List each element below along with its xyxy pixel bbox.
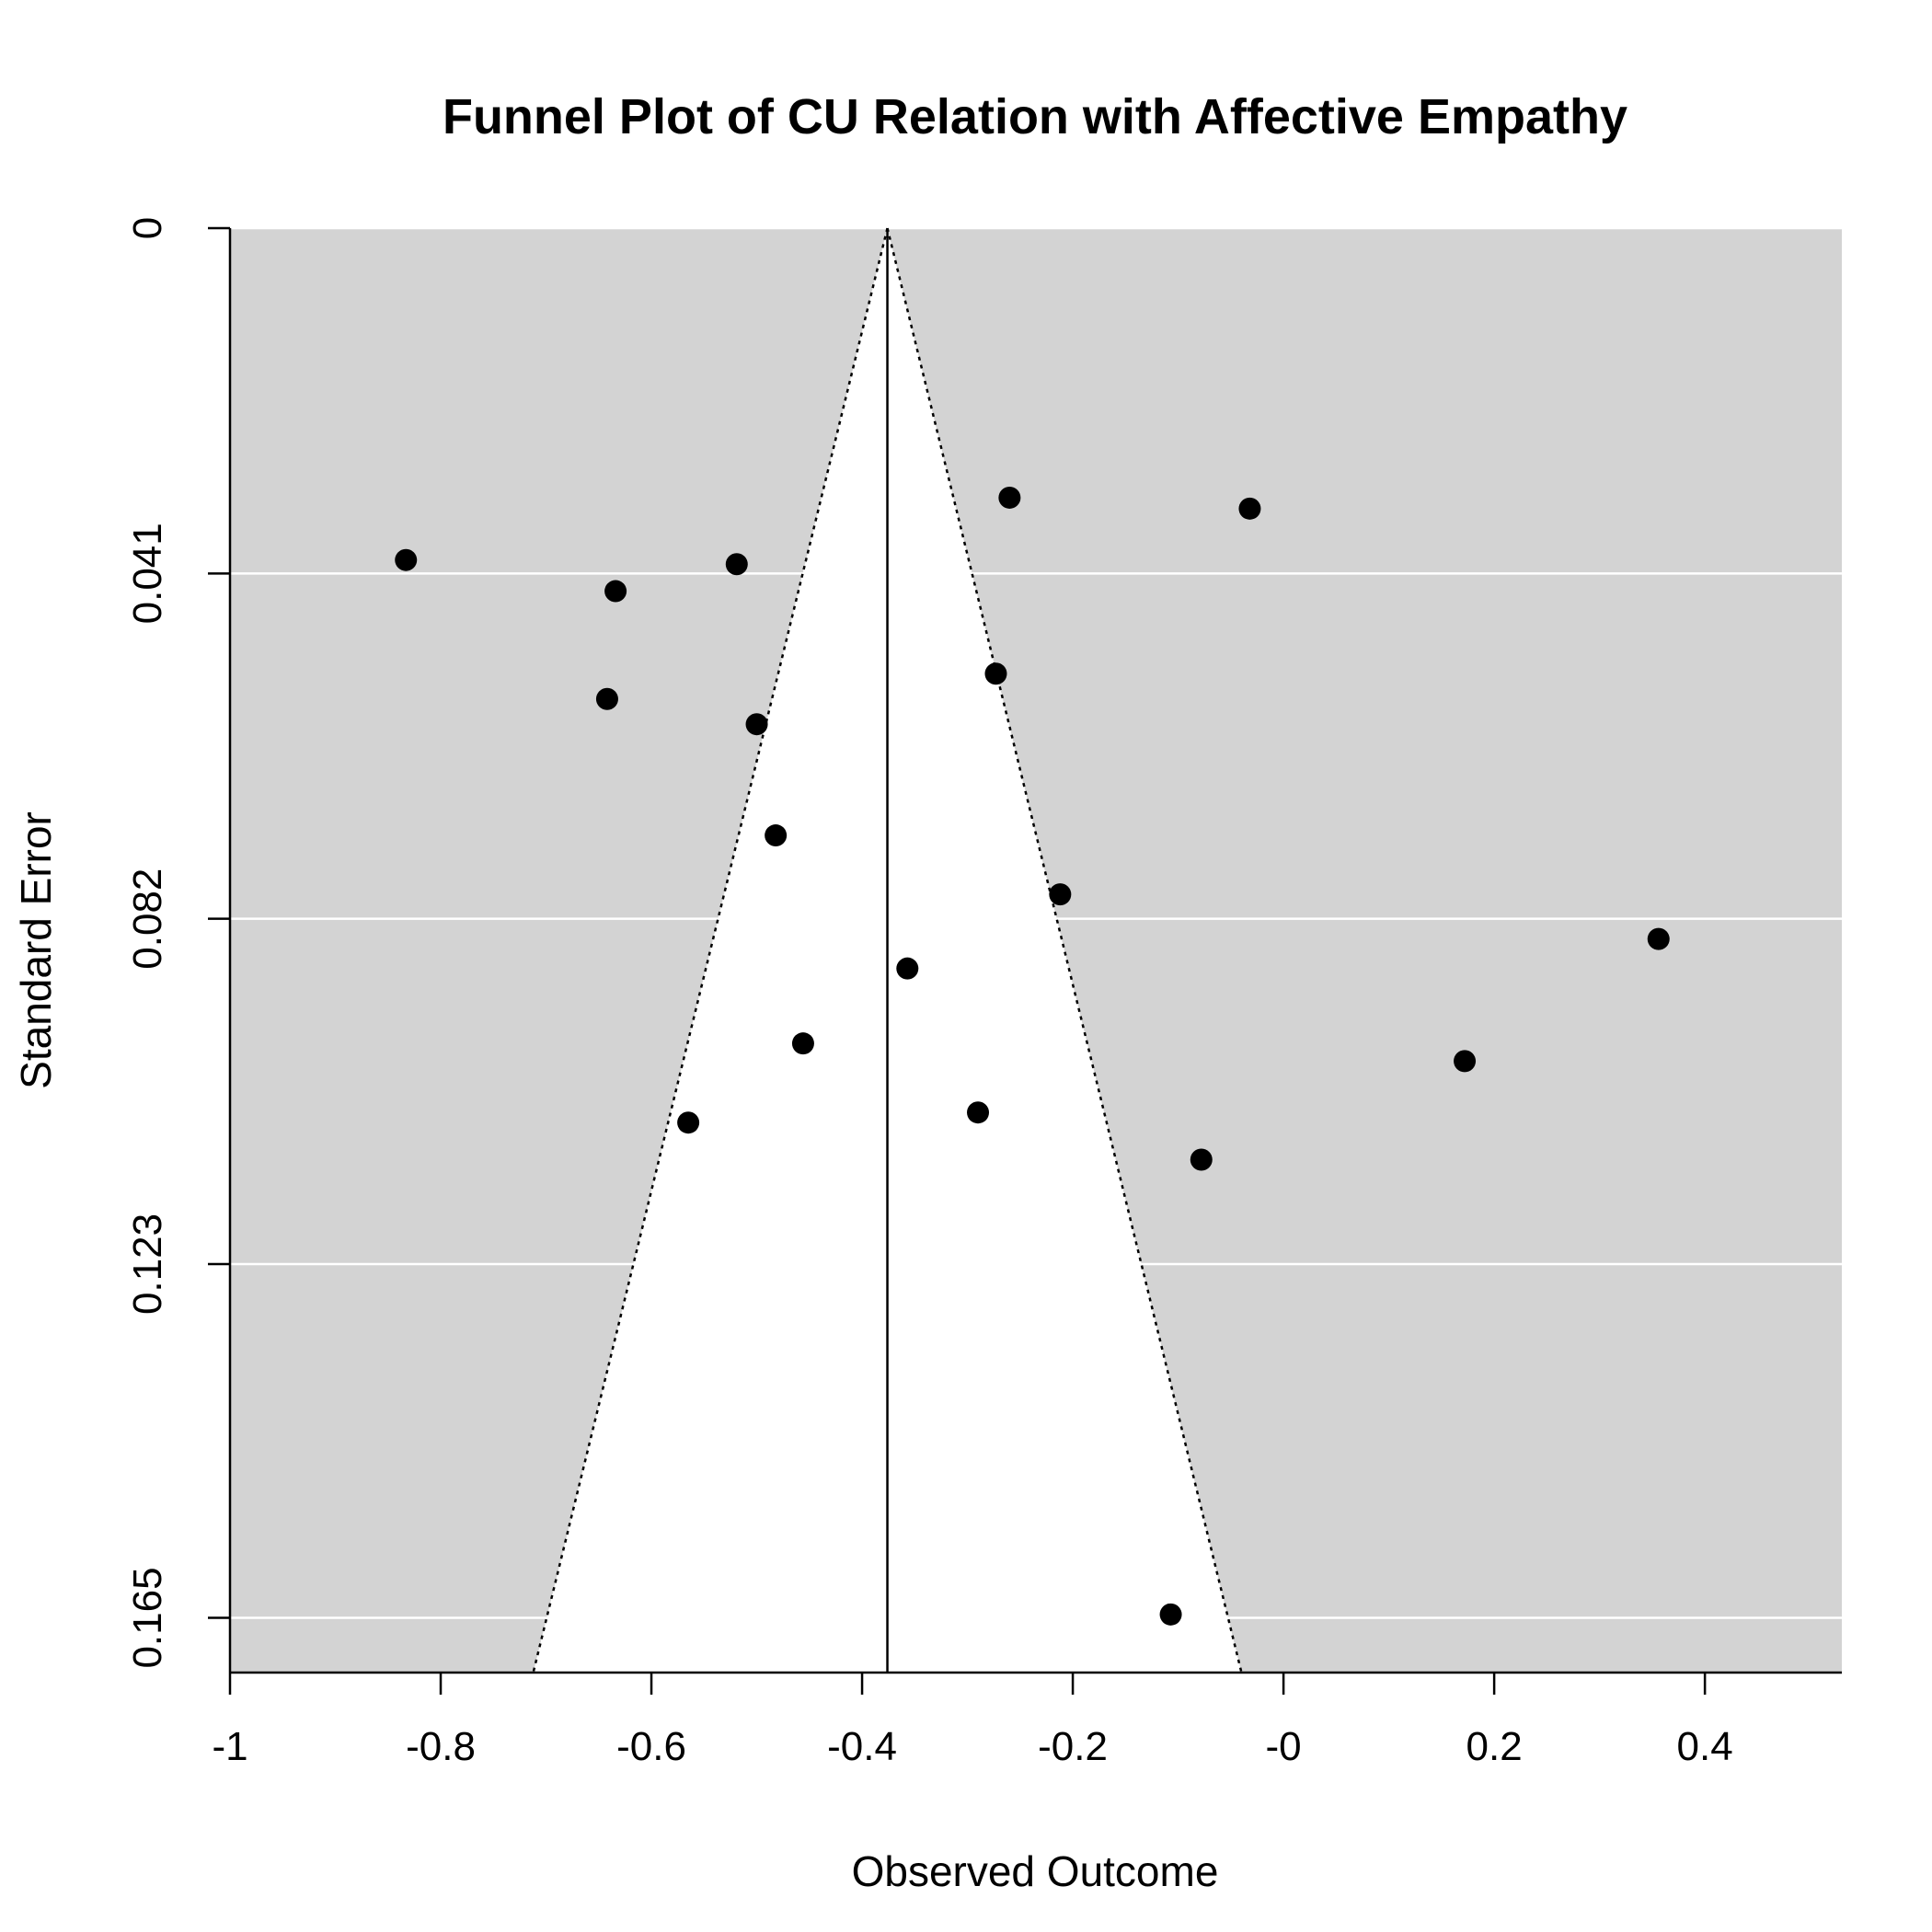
y-tick-label-3: 0.123 <box>125 1213 170 1315</box>
data-point-16 <box>1647 927 1670 950</box>
data-point-13 <box>967 1101 990 1124</box>
data-point-12 <box>677 1111 700 1134</box>
y-tick-label-0: 0 <box>125 217 170 239</box>
data-points <box>395 486 1670 1626</box>
data-point-2 <box>725 553 748 576</box>
x-tick-label-6: 0.2 <box>1466 1724 1523 1769</box>
data-point-6 <box>998 486 1021 509</box>
x-axis-ticks: -1 -0.8 -0.6 -0.4 -0.2 -0 0.2 0.4 <box>212 1673 1733 1769</box>
x-tick-label-7: 0.4 <box>1677 1724 1733 1769</box>
y-tick-label-2: 0.082 <box>125 868 170 970</box>
y-tick-label-1: 0.041 <box>125 523 170 624</box>
data-point-5 <box>765 824 788 847</box>
chart-title: Funnel Plot of CU Relation with Affectiv… <box>443 89 1627 144</box>
y-axis-label: Standard Error <box>12 811 60 1089</box>
data-point-10 <box>896 957 919 980</box>
data-point-0 <box>395 548 418 571</box>
data-point-9 <box>1049 883 1072 906</box>
x-tick-label-4: -0.2 <box>1038 1724 1108 1769</box>
x-tick-label-0: -1 <box>212 1724 247 1769</box>
y-tick-label-4: 0.165 <box>125 1567 170 1668</box>
data-point-3 <box>595 687 618 710</box>
data-point-11 <box>791 1032 814 1055</box>
y-axis-ticks: 0 0.041 0.082 0.123 0.165 <box>125 217 230 1669</box>
x-tick-label-5: -0 <box>1266 1724 1302 1769</box>
data-point-1 <box>604 580 627 603</box>
data-point-17 <box>1159 1603 1182 1626</box>
data-point-15 <box>1454 1050 1477 1073</box>
x-tick-label-3: -0.4 <box>827 1724 897 1769</box>
data-point-7 <box>1238 497 1261 520</box>
data-point-8 <box>984 662 1007 685</box>
data-point-4 <box>745 713 768 736</box>
x-tick-label-1: -0.8 <box>406 1724 476 1769</box>
x-axis-label: Observed Outcome <box>852 1847 1219 1895</box>
data-point-14 <box>1190 1148 1213 1171</box>
x-tick-label-2: -0.6 <box>616 1724 686 1769</box>
